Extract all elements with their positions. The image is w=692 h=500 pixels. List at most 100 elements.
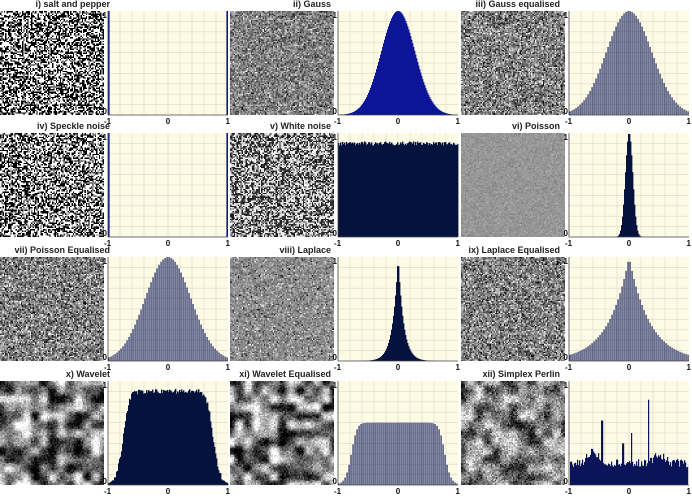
- histogram-bar: [176, 264, 178, 361]
- histogram-bar: [201, 392, 203, 485]
- panel-2: ii) Gauss -1 0 1 1 0: [230, 0, 461, 126]
- histogram-bar: [140, 309, 142, 361]
- histogram-bar: [645, 36, 647, 115]
- histogram-bar: [389, 23, 391, 115]
- histogram-bar: [669, 94, 671, 115]
- histogram-bar: [440, 110, 442, 115]
- histogram-bar: [209, 411, 211, 485]
- y-tick-label: 1: [564, 11, 569, 20]
- histogram-bar: [226, 482, 228, 485]
- histogram-bar: [350, 142, 352, 237]
- grid: [108, 133, 228, 237]
- histogram-bar: [410, 142, 412, 237]
- x-tick-label: -1: [334, 117, 342, 126]
- histogram-bar: [620, 230, 622, 237]
- histogram-bar: [226, 11, 228, 115]
- histogram-bar: [456, 483, 458, 485]
- histogram-bar: [595, 78, 597, 115]
- histogram-bar: [354, 142, 356, 237]
- histogram-bar: [138, 389, 140, 485]
- x-tick-label: 1: [226, 239, 231, 248]
- histogram-bar: [172, 392, 174, 485]
- histogram-bar: [420, 142, 422, 237]
- histogram-bar: [435, 142, 437, 237]
- panel-title: ix) Laplace Equalised: [468, 245, 560, 255]
- noise-image: [230, 11, 334, 115]
- histogram-bar: [595, 454, 597, 485]
- histogram-bar: [360, 424, 362, 485]
- histogram-plot: -1 0 110: [333, 381, 461, 496]
- grid: [108, 257, 228, 361]
- histogram-bar: [118, 350, 120, 361]
- histogram-bar: [673, 100, 675, 115]
- histogram-bar: [160, 393, 162, 485]
- x-tick-label: 0: [396, 363, 401, 372]
- histogram-bar: [212, 346, 214, 361]
- histogram-bar: [674, 460, 676, 485]
- histogram-bar: [658, 455, 660, 485]
- histogram-bar: [140, 390, 142, 485]
- histogram-bar: [621, 15, 623, 116]
- histogram-bar: [620, 466, 622, 485]
- histogram-plot: -1 0 110: [564, 133, 692, 248]
- histogram-bar: [600, 460, 602, 485]
- histogram-bar: [346, 114, 348, 115]
- histogram-bar: [428, 422, 430, 485]
- histogram-bar: [413, 141, 415, 237]
- histogram-bar: [448, 142, 450, 237]
- panel-title: vi) Poisson: [511, 121, 560, 131]
- histogram-bar: [673, 348, 675, 361]
- histogram-bar: [633, 189, 635, 237]
- histogram-bar: [632, 172, 634, 237]
- histogram-bar: [426, 142, 428, 237]
- histogram-bar: [138, 314, 140, 361]
- histogram-bar: [370, 422, 372, 485]
- histogram-bar: [398, 422, 400, 485]
- histogram-bar: [220, 473, 222, 485]
- noise-image: [230, 133, 334, 237]
- histogram-bar: [583, 464, 585, 485]
- histogram-bar: [411, 352, 413, 361]
- histogram-bar: [347, 144, 349, 237]
- histogram-bar: [218, 470, 220, 485]
- histogram-bar: [130, 333, 132, 361]
- histogram-bar: [439, 110, 441, 115]
- histogram-bar: [362, 142, 364, 237]
- histogram-bar: [369, 142, 371, 237]
- histogram-bar: [436, 107, 438, 115]
- y-tick-label: 1: [103, 257, 108, 266]
- x-tick-label: -1: [565, 487, 573, 496]
- histogram-bar: [671, 347, 673, 361]
- histogram-bar: [386, 348, 388, 361]
- histogram-bar: [194, 309, 196, 361]
- histogram-bar: [374, 143, 376, 237]
- y-tick-label: 0: [333, 229, 338, 238]
- histogram-bar: [163, 389, 165, 485]
- histogram-bar: [388, 143, 390, 237]
- histogram-bar: [401, 13, 403, 115]
- histogram-bar: [198, 389, 200, 485]
- histogram-bar: [580, 466, 582, 485]
- histogram-bar: [602, 420, 604, 485]
- histogram-bar: [426, 422, 428, 485]
- histogram-bar: [215, 453, 217, 485]
- histogram-bar: [632, 461, 634, 485]
- histogram-bar: [374, 422, 376, 485]
- histogram-bar: [378, 358, 380, 361]
- histogram-bar: [147, 392, 149, 485]
- histogram-bar: [195, 391, 197, 485]
- histogram-bar: [378, 144, 380, 237]
- histogram-bar: [456, 144, 458, 237]
- histogram-bar: [575, 108, 577, 115]
- histogram-bar: [605, 52, 607, 115]
- histogram-bar: [131, 393, 133, 485]
- histogram-bar: [403, 16, 405, 116]
- histogram-bar: [187, 392, 189, 485]
- histogram-bars: [108, 257, 228, 361]
- histogram-bar: [575, 352, 577, 361]
- histogram-bar: [119, 458, 121, 485]
- histogram-bar: [428, 145, 430, 237]
- histogram-bar: [126, 340, 128, 361]
- histogram-bar: [617, 299, 619, 361]
- histogram-bar: [110, 482, 112, 485]
